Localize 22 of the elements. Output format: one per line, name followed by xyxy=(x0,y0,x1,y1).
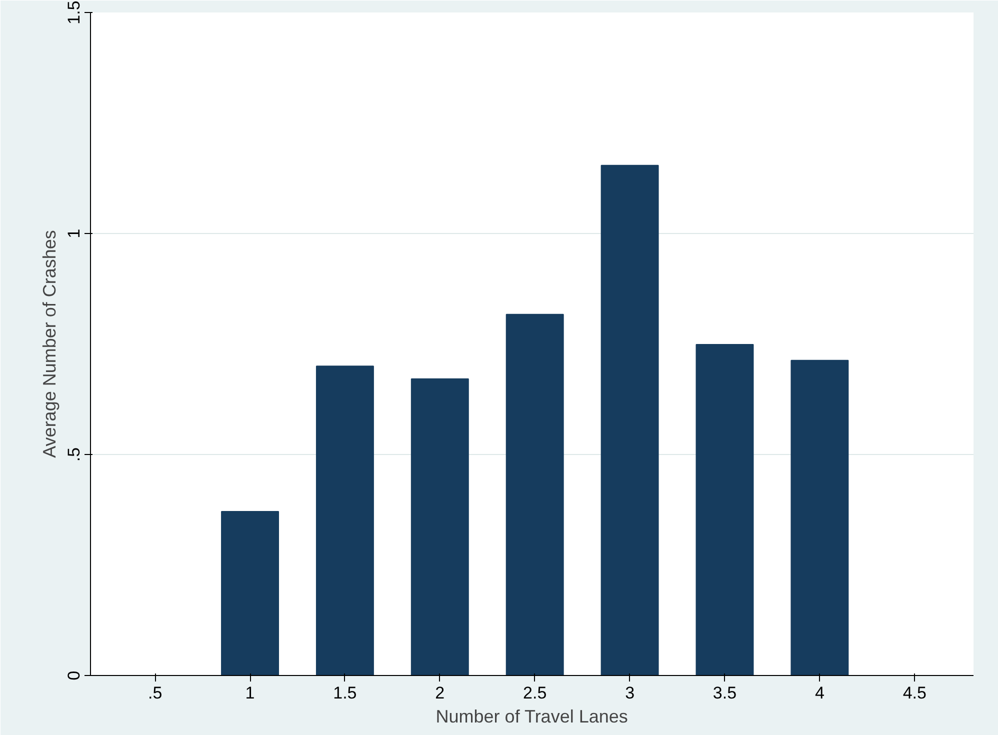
bar xyxy=(316,366,374,676)
bar xyxy=(790,360,849,676)
bar xyxy=(410,378,469,676)
bar xyxy=(221,511,279,676)
x-tick-label: 4.5 xyxy=(902,684,926,702)
x-tick-label: .5 xyxy=(148,684,162,702)
x-tick-label: 4 xyxy=(814,684,824,702)
y-tick-label: 1 xyxy=(64,228,84,238)
x-axis-title: Number of Travel Lanes xyxy=(436,706,628,726)
y-axis-title: Average Number of Crashes xyxy=(40,230,60,458)
y-tick-label: 0 xyxy=(64,670,84,680)
bar xyxy=(506,314,564,676)
x-tick-label: 1 xyxy=(245,684,255,702)
y-tick-label: .5 xyxy=(64,447,84,462)
x-tick-label: 2 xyxy=(435,684,445,702)
x-tick-label: 3.5 xyxy=(712,684,737,702)
x-tick-label: 1.5 xyxy=(333,684,357,702)
bar xyxy=(696,344,754,676)
bar xyxy=(600,164,659,676)
y-tick-label: 1.5 xyxy=(64,0,84,24)
x-tick-label: 3 xyxy=(625,684,635,702)
x-tick-label: 2.5 xyxy=(523,684,547,702)
